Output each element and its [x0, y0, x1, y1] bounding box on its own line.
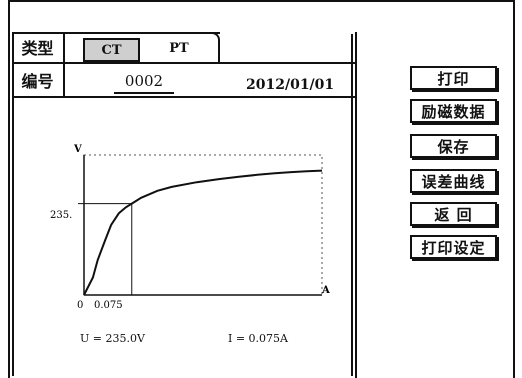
print-button[interactable]: 打印: [410, 66, 497, 90]
panel-top-gap: [220, 30, 357, 34]
current-readout: I = 0.075A: [228, 332, 288, 345]
panel-right-border: [355, 32, 357, 378]
number-label: 编号: [12, 64, 65, 96]
excitation-chart: V A 235. 0 0.075: [50, 144, 330, 311]
voltage-readout: U = 235.0V: [80, 332, 145, 345]
excitation-data-button[interactable]: 励磁数据: [410, 99, 497, 123]
tab-pt[interactable]: PT: [140, 32, 220, 64]
tab-ct[interactable]: CT: [83, 38, 140, 62]
y-tick-label: 235.: [50, 210, 72, 221]
frame-top-border: [8, 0, 515, 2]
series-line: [83, 169, 323, 296]
plot-frame: [83, 154, 323, 296]
header-divider: [12, 62, 357, 64]
date-value: 2012/01/01: [246, 77, 335, 93]
type-label: 类型: [12, 32, 65, 64]
chart-divider: [12, 96, 357, 98]
print-settings-button[interactable]: 打印设定: [410, 235, 497, 259]
y-axis-label: V: [73, 144, 82, 155]
error-curve-button[interactable]: 误差曲线: [410, 169, 497, 193]
x-tick-label-1: 0.075: [94, 300, 123, 311]
save-button[interactable]: 保存: [410, 134, 497, 158]
frame-left-border: [8, 0, 10, 378]
x-tick-label-0: 0: [77, 300, 83, 311]
number-value[interactable]: 0002: [114, 72, 174, 94]
x-axis-label: A: [321, 285, 330, 296]
frame-right-border: [513, 0, 515, 378]
back-button[interactable]: 返 回: [410, 202, 497, 226]
